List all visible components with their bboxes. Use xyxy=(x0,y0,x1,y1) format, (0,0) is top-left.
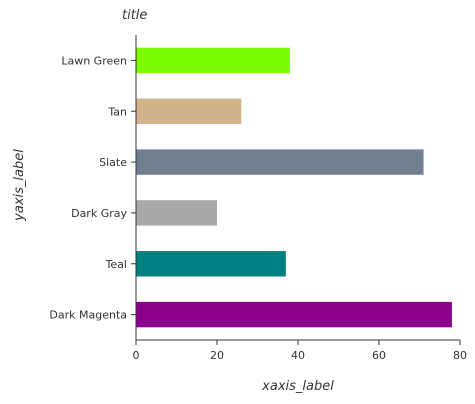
bar-teal xyxy=(136,251,286,277)
x-axis-title: xaxis_label xyxy=(261,379,334,394)
axes-layer xyxy=(135,35,460,341)
bar-dark-gray xyxy=(136,200,217,226)
x-tick-label: 60 xyxy=(372,349,386,362)
bar-tan xyxy=(136,98,242,124)
bar-lawn-green xyxy=(136,47,290,74)
ticks-layer: Dark Magenta Teal Dark Gray Slate Tan Lawn Gr… xyxy=(49,54,467,362)
y-axis-title: yaxis_label xyxy=(12,149,27,222)
x-tick-label: 40 xyxy=(291,349,305,362)
y-tick-label: Dark Gray xyxy=(71,207,127,220)
x-tick-label: 80 xyxy=(453,349,467,362)
y-tick-label: Lawn Green xyxy=(61,54,127,67)
x-tick-label: 20 xyxy=(210,349,224,362)
y-tick-label: Teal xyxy=(105,258,127,271)
x-tick-label: 0 xyxy=(133,349,140,362)
bar-dark-magenta xyxy=(136,301,452,328)
chart-title: title xyxy=(122,8,147,23)
bar-slate xyxy=(136,149,424,175)
y-tick-label: Tan xyxy=(107,105,127,118)
y-tick-label: Dark Magenta xyxy=(49,309,127,322)
bars-layer xyxy=(136,47,452,328)
y-tick-label: Slate xyxy=(99,156,127,169)
